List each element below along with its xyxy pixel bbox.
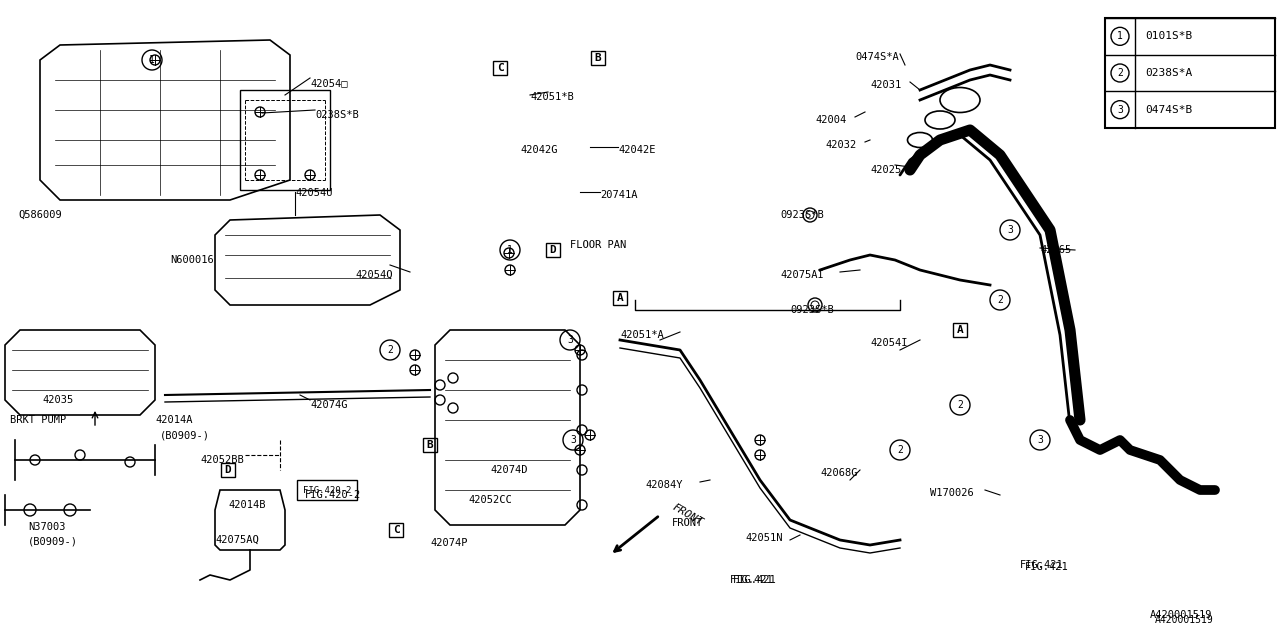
Bar	[389, 523, 403, 537]
Text: FIG.420-2: FIG.420-2	[303, 486, 351, 495]
Bar	[591, 51, 605, 65]
Text: 20741A: 20741A	[600, 190, 637, 200]
Text: A: A	[617, 293, 623, 303]
Text: 42054I: 42054I	[870, 338, 908, 348]
Bar	[221, 463, 236, 477]
Text: B: B	[595, 53, 602, 63]
Text: 3: 3	[567, 335, 573, 345]
Text: C: C	[497, 63, 503, 73]
Text: 1: 1	[1117, 31, 1123, 42]
Text: N37003: N37003	[28, 522, 65, 532]
Text: 0101S*B: 0101S*B	[1146, 31, 1192, 42]
Text: 42068G: 42068G	[820, 468, 858, 478]
Text: 1: 1	[148, 55, 155, 65]
Text: B: B	[426, 440, 434, 450]
Text: 3: 3	[1007, 225, 1012, 235]
Text: 42042G: 42042G	[520, 145, 558, 155]
Text: 0474S*B: 0474S*B	[1146, 105, 1192, 115]
Text: 42042E: 42042E	[618, 145, 655, 155]
Text: 42051N: 42051N	[745, 533, 782, 543]
Text: FIG.421: FIG.421	[730, 575, 773, 585]
Text: 2: 2	[1117, 68, 1123, 78]
Text: 42074P: 42074P	[430, 538, 467, 548]
Text: FRONT: FRONT	[669, 502, 704, 528]
Text: 2: 2	[997, 295, 1004, 305]
Text: 0238S*A: 0238S*A	[1146, 68, 1192, 78]
Bar	[547, 243, 561, 257]
Text: 2: 2	[897, 445, 902, 455]
Text: (B0909-): (B0909-)	[160, 430, 210, 440]
Text: FIG.421: FIG.421	[1020, 560, 1064, 570]
Text: FIG.420-2: FIG.420-2	[305, 490, 361, 500]
Text: 0923S*B: 0923S*B	[780, 210, 824, 220]
Text: A420001519: A420001519	[1155, 615, 1213, 625]
Text: BRKT PUMP: BRKT PUMP	[10, 415, 67, 425]
Text: 1: 1	[507, 245, 513, 255]
Text: 42075AI: 42075AI	[780, 270, 824, 280]
Text: FLOOR PAN: FLOOR PAN	[570, 240, 626, 250]
Text: C: C	[393, 525, 399, 535]
Text: 2: 2	[387, 345, 393, 355]
Text: A420001519: A420001519	[1149, 610, 1212, 620]
Text: FRONT: FRONT	[672, 518, 703, 528]
Text: D: D	[549, 245, 557, 255]
Text: 0474S*A: 0474S*A	[855, 52, 899, 62]
Bar	[613, 291, 627, 305]
Text: 42065: 42065	[1039, 245, 1071, 255]
Text: 0238S*B: 0238S*B	[315, 110, 358, 120]
Bar	[297, 480, 357, 500]
Text: 42074G: 42074G	[310, 400, 347, 410]
Bar	[954, 323, 966, 337]
Text: FIG.421: FIG.421	[1025, 562, 1069, 572]
Text: W170026: W170026	[931, 488, 974, 498]
Text: 42004: 42004	[815, 115, 846, 125]
Text: 42051*B: 42051*B	[530, 92, 573, 102]
Text: A: A	[956, 325, 964, 335]
Bar	[1105, 18, 1275, 128]
Text: N600016: N600016	[170, 255, 214, 265]
Text: 0923S*B: 0923S*B	[790, 305, 833, 315]
Text: 42054□: 42054□	[310, 78, 347, 88]
Text: 42032: 42032	[826, 140, 856, 150]
Text: 42014B: 42014B	[228, 500, 265, 510]
Text: 42014A: 42014A	[155, 415, 192, 425]
Text: 42031: 42031	[870, 80, 901, 90]
Text: (B0909-): (B0909-)	[28, 537, 78, 547]
Text: D: D	[224, 465, 232, 475]
Text: 42052CC: 42052CC	[468, 495, 512, 505]
Text: 42052BB: 42052BB	[200, 455, 243, 465]
Text: 42051*A: 42051*A	[620, 330, 664, 340]
Text: FIG.421: FIG.421	[733, 575, 777, 585]
Text: 42025: 42025	[870, 165, 901, 175]
Text: 42054U: 42054U	[294, 188, 333, 198]
Text: 3: 3	[1037, 435, 1043, 445]
Text: 42075AQ: 42075AQ	[215, 535, 259, 545]
Text: 2: 2	[957, 400, 963, 410]
Bar	[241, 90, 330, 190]
Text: 42074D: 42074D	[490, 465, 527, 475]
Text: 42035: 42035	[42, 395, 73, 405]
Bar	[422, 438, 436, 452]
Text: 3: 3	[1117, 105, 1123, 115]
Text: 42054Q: 42054Q	[355, 270, 393, 280]
Text: 3: 3	[570, 435, 576, 445]
Text: Q586009: Q586009	[18, 210, 61, 220]
Text: 42084Y: 42084Y	[645, 480, 682, 490]
Bar	[493, 61, 507, 75]
